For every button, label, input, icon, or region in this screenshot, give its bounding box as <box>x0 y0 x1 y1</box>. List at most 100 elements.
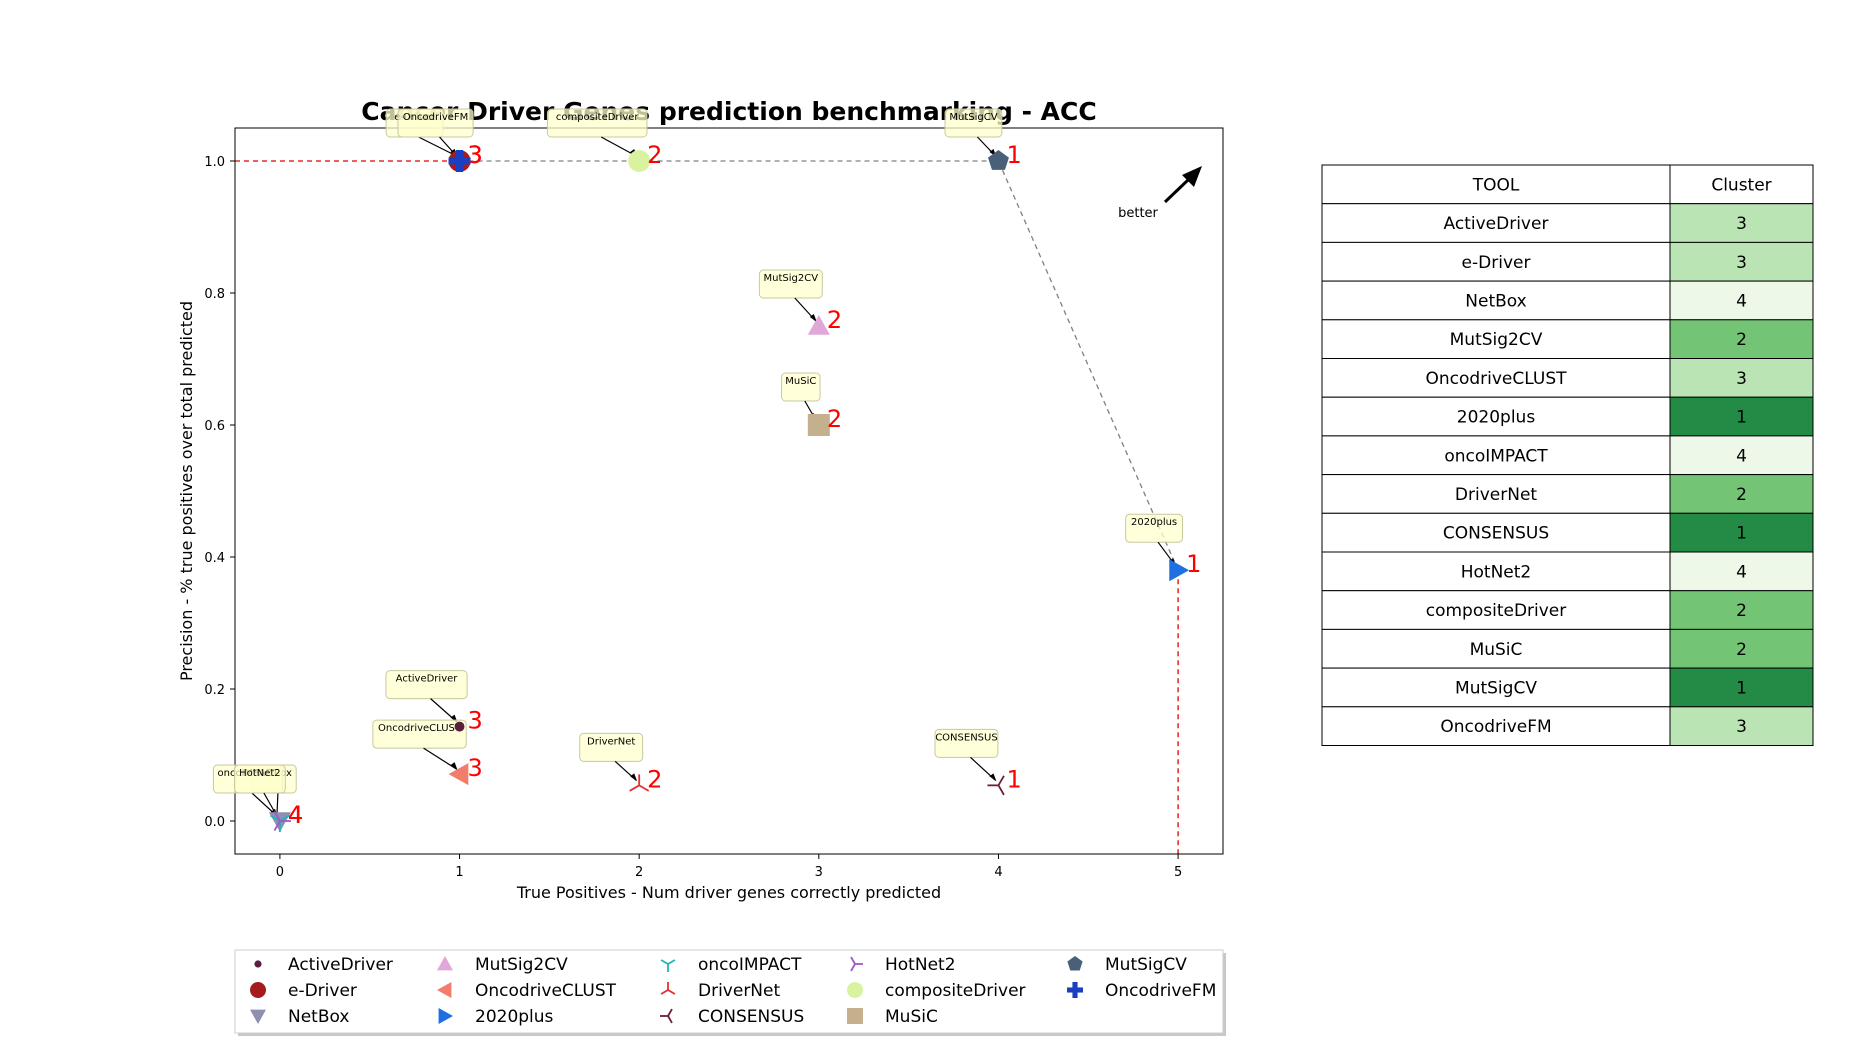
point-consensus <box>987 775 1005 796</box>
cluster-number: 2 <box>647 141 662 169</box>
annotation-label: HotNet2 <box>239 768 280 779</box>
legend-label: compositeDriver <box>885 981 1026 1001</box>
table-tool-name: CONSENSUS <box>1443 524 1549 544</box>
point-oncodrivefm <box>448 150 471 172</box>
table-header-label: Cluster <box>1711 175 1771 195</box>
legend-marker <box>660 982 676 995</box>
annotation-label: MutSigCV <box>949 112 997 123</box>
table-cell-cluster <box>1669 319 1814 359</box>
table-cell-cluster <box>1669 203 1814 243</box>
annotation-label: MuSiC <box>785 376 816 387</box>
cluster-number: 4 <box>288 801 303 829</box>
table-tool-name: MutSigCV <box>1455 678 1537 698</box>
annotation-label: CONSENSUS <box>935 732 998 743</box>
point-2020plus <box>1169 559 1190 582</box>
annotation-box <box>546 108 648 138</box>
y-tick-label: 0.8 <box>204 287 225 302</box>
annotation-box <box>781 372 821 402</box>
annotation-arrow <box>276 792 279 817</box>
point-activedriver <box>454 721 465 732</box>
table-cell-cluster <box>1669 590 1814 630</box>
table-tool-name: OncodriveCLUST <box>1425 369 1567 389</box>
legend-marker <box>250 1009 266 1024</box>
table-cell-tool <box>1321 358 1671 398</box>
legend-marker <box>438 1008 453 1024</box>
legend-marker <box>660 959 676 972</box>
table-cell-cluster <box>1669 628 1814 669</box>
table-cell-cluster <box>1669 435 1814 476</box>
table-cell-tool <box>1321 628 1671 669</box>
legend-marker <box>254 960 262 968</box>
annotation-box <box>385 670 468 700</box>
y-tick-label: 1.0 <box>204 155 225 170</box>
point-oncodriveclust <box>448 763 469 786</box>
annotation-box <box>1125 513 1183 543</box>
plot-frame <box>234 127 1224 855</box>
legend-marker <box>847 982 863 998</box>
legend-marker <box>847 1008 863 1024</box>
table-header-label: TOOL <box>1472 175 1520 195</box>
better-arrow-shaft <box>1163 178 1190 204</box>
point-mutsigcv <box>987 150 1009 170</box>
x-tick-label: 3 <box>815 865 823 880</box>
table-cluster-value: 2 <box>1736 330 1747 350</box>
table-cluster-value: 1 <box>1736 408 1747 428</box>
cluster-number: 2 <box>827 405 842 433</box>
legend-marker <box>437 956 453 971</box>
x-tick-label: 2 <box>635 865 643 880</box>
table-cluster-value: 3 <box>1736 369 1747 389</box>
legend-label: NetBox <box>288 1007 349 1027</box>
cluster-number: 1 <box>1006 765 1021 793</box>
legend-label: e-Driver <box>288 981 357 1001</box>
y-axis-label: Precision - % true positives over total … <box>177 301 196 681</box>
table-tool-name: HotNet2 <box>1461 562 1532 582</box>
x-tick-label: 0 <box>276 865 284 880</box>
table-tool-name: MutSig2CV <box>1450 330 1543 350</box>
legend-label: ActiveDriver <box>288 955 393 975</box>
table-cluster-value: 3 <box>1736 717 1747 737</box>
cluster-number: 4 <box>288 801 303 829</box>
annotation-label: compositeDriver <box>556 112 640 123</box>
table-cell-tool <box>1321 706 1671 746</box>
cluster-number: 4 <box>288 801 303 829</box>
pareto-front-line <box>459 160 1179 571</box>
annotation-box <box>372 719 467 749</box>
point-compositedriver <box>628 150 651 172</box>
legend-label: MuSiC <box>885 1007 938 1027</box>
table-cell-tool <box>1321 512 1671 553</box>
table-cluster-value: 2 <box>1736 485 1747 505</box>
cluster-number: 2 <box>827 306 842 334</box>
point-music <box>807 414 830 436</box>
table-tool-name: oncoIMPACT <box>1444 446 1548 466</box>
legend-marker <box>660 1008 673 1024</box>
annotation-label: OncodriveCLUST <box>378 723 462 734</box>
cluster-number: 1 <box>1006 141 1021 169</box>
table-cell-tool <box>1321 435 1671 476</box>
table-cell-cluster <box>1669 358 1814 398</box>
legend-label: 2020plus <box>475 1007 554 1027</box>
annotation-label: ActiveDriver <box>396 674 459 685</box>
x-axis-label: True Positives - Num driver genes correc… <box>516 883 941 902</box>
table-cell-cluster <box>1669 512 1814 553</box>
annotation-arrow <box>418 136 457 157</box>
table-cell-tool <box>1321 396 1671 437</box>
annotation-box <box>579 732 644 762</box>
legend-label: HotNet2 <box>885 955 956 975</box>
table-header-cluster <box>1669 164 1814 205</box>
table-cell-cluster <box>1669 551 1814 592</box>
table-cell-tool <box>1321 590 1671 630</box>
cluster-number: 3 <box>468 754 483 782</box>
annotation-arrow <box>423 747 457 770</box>
table-cell-tool <box>1321 241 1671 282</box>
legend-label: MutSig2CV <box>475 955 568 975</box>
table-cell-cluster <box>1669 241 1814 282</box>
table-tool-name: NetBox <box>1465 291 1526 311</box>
table-cluster-value: 2 <box>1736 601 1747 621</box>
point-oncoimpact <box>269 814 290 832</box>
legend-marker <box>1067 982 1083 998</box>
legend-marker <box>437 982 452 998</box>
table-cell-tool <box>1321 319 1671 359</box>
table-cluster-value: 4 <box>1736 446 1747 466</box>
legend-label: OncodriveCLUST <box>475 981 617 1001</box>
